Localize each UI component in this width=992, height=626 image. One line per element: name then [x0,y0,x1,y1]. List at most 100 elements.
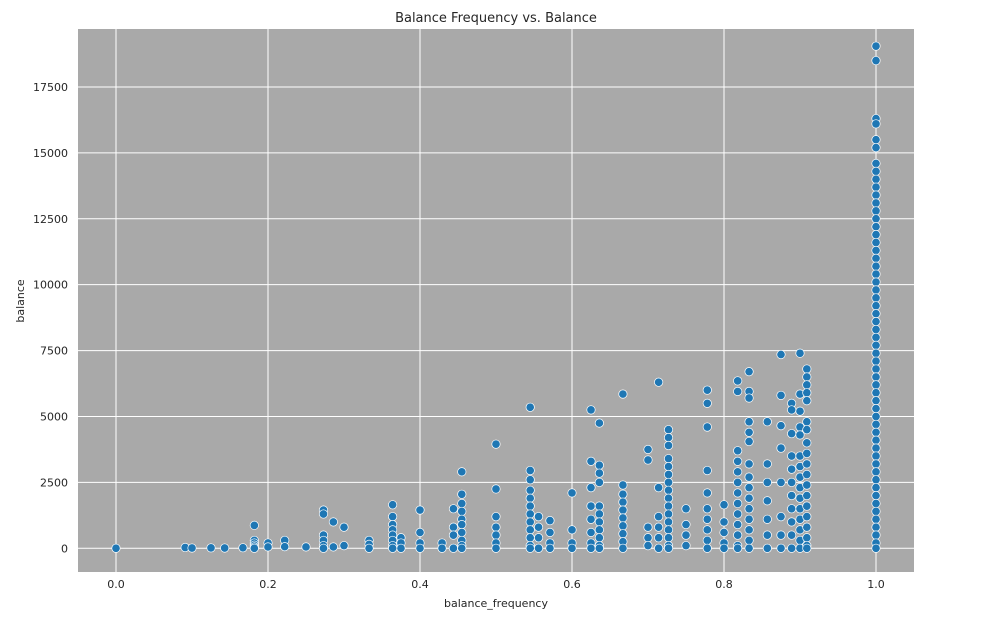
scatter-point [733,530,743,540]
scatter-point [457,527,467,538]
scatter-point [733,446,743,456]
scatter-point [702,398,712,408]
scatter-point [744,417,754,427]
scatter-point [525,517,535,527]
scatter-point [871,364,881,374]
scatter-point [802,512,812,522]
scatter-point [388,543,398,553]
scatter-point [762,514,772,524]
scatter-point [534,522,544,532]
scatter-point [663,462,674,472]
scatter-point [871,419,881,429]
scatter-point [776,421,786,431]
scatter-point [762,496,772,506]
scatter-point [567,488,577,498]
scatter-point [871,309,881,319]
scatter-point [802,425,812,435]
scatter-point [871,277,881,287]
scatter-point [663,440,674,451]
scatter-point [871,404,881,414]
scatter-point [643,533,653,543]
scatter-point [702,488,712,498]
scatter-point [871,198,881,208]
scatter-point [545,543,555,553]
scatter-point [802,501,812,511]
scatter-point [238,543,248,553]
scatter-point [328,517,338,527]
y-tick-label: 0 [61,542,68,555]
scatter-point [744,535,754,545]
scatter-point [802,388,812,398]
scatter-point [871,348,881,358]
scatter-point [871,506,881,516]
scatter-point [802,480,812,490]
scatter-point [594,517,604,527]
scatter-point [249,543,259,553]
scatter-point [871,182,881,192]
scatter-point [787,429,797,439]
scatter-point [733,456,743,466]
scatter-point [762,530,772,540]
scatter-point [491,439,501,449]
scatter-point [594,525,604,535]
scatter-point [654,533,664,543]
scatter-point [681,504,691,514]
scatter-point [663,469,674,480]
x-tick-label: 0.6 [563,578,581,591]
scatter-point [871,119,881,129]
scatter-point [491,484,501,494]
scatter-point [525,501,535,511]
scatter-point [618,521,628,531]
scatter-point [776,530,786,540]
scatter-point [871,543,881,553]
scatter-point [871,206,881,216]
scatter-point [871,522,881,532]
scatter-point [280,542,290,552]
scatter-point [776,349,786,360]
scatter-point [871,293,881,303]
scatter-point [663,493,674,503]
scatter-point [491,530,501,540]
scatter-point [457,543,467,553]
data-points [111,41,881,553]
scatter-point [871,530,881,540]
scatter-point [545,527,555,538]
y-tick-label: 5000 [40,410,68,423]
scatter-point [802,438,812,448]
scatter-point [733,488,743,498]
scatter-point [787,504,797,514]
scatter-point [871,237,881,248]
scatter-point [663,533,674,543]
scatter-point [249,520,259,530]
scatter-point [776,390,786,400]
scatter-point [733,509,743,519]
scatter-point [871,356,881,366]
scatter-point [663,501,674,511]
scatter-point [586,514,596,524]
scatter-point [586,527,596,538]
scatter-point [654,377,664,387]
scatter-point [594,418,604,428]
scatter-point [719,543,729,553]
scatter-point [871,135,881,145]
scatter-point [457,506,467,516]
scatter-point [318,543,329,553]
scatter-point [871,459,881,469]
scatter-point [525,465,535,476]
scatter-point [457,498,467,509]
scatter-point [795,430,805,440]
scatter-point [534,512,544,522]
scatter-point [776,512,786,522]
scatter-point [733,520,743,530]
scatter-point [415,543,425,553]
scatter-point [594,501,604,511]
scatter-point [776,477,786,487]
scatter-point [702,514,712,524]
scatter-point [448,530,458,540]
scatter-point [643,522,653,532]
scatter-point [787,530,797,540]
scatter-point [871,324,881,335]
scatter-point [681,541,691,551]
scatter-point [545,516,555,526]
scatter-point [663,433,674,443]
